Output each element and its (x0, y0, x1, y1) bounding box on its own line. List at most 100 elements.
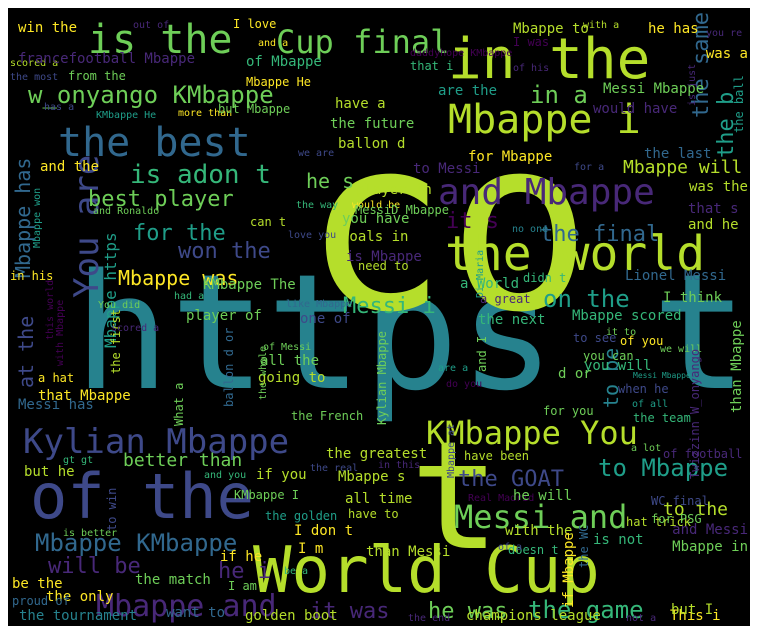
cloud-word: in the (448, 27, 650, 92)
cloud-word: Real Madrid (468, 493, 534, 504)
cloud-word: that i (410, 59, 453, 73)
cloud-word: the real (310, 463, 358, 474)
cloud-word: WC final (651, 494, 709, 508)
cloud-word: on the (543, 285, 630, 313)
cloud-word: hat trick (626, 515, 692, 529)
cloud-word: World Cup (253, 534, 600, 608)
cloud-word: but I (671, 602, 713, 618)
cloud-word: didn t (523, 271, 566, 285)
cloud-word: to win (105, 488, 119, 531)
cloud-word: Mbappe https (101, 232, 120, 348)
cloud-word: the world (445, 226, 705, 282)
cloud-word: of football (663, 447, 742, 461)
cloud-word: are the (438, 83, 497, 99)
cloud-word: going to (258, 370, 325, 386)
cloud-word: all the (260, 353, 319, 369)
cloud-word: and a (258, 38, 288, 49)
cloud-word: and Mbappe (438, 172, 655, 213)
cloud-word: Mbappe scored (572, 308, 682, 324)
cloud-word: is better (63, 528, 117, 539)
cloud-word: have to (348, 507, 399, 521)
cloud-word: be the (12, 576, 63, 592)
cloud-word: he has (648, 21, 699, 37)
cloud-word: out of (133, 20, 169, 31)
cloud-word: This i (670, 608, 721, 624)
cloud-word: is the (88, 17, 233, 63)
cloud-word: when he (618, 382, 669, 396)
cloud-word: have a (335, 96, 386, 112)
cloud-word: and he (688, 217, 739, 233)
cloud-word: a great (480, 292, 531, 306)
cloud-word: you will (584, 358, 651, 374)
cloud-word: of the (30, 460, 254, 533)
cloud-word: will be (48, 554, 141, 579)
cloud-word: I am (228, 579, 257, 593)
cloud-word: of his (513, 63, 549, 74)
cloud-word: Mbappe s (338, 469, 405, 485)
cloud-word: the tournament (19, 608, 137, 624)
cloud-word: the WC (577, 525, 591, 568)
cloud-word: and I (475, 336, 489, 372)
cloud-word: can t (250, 215, 286, 229)
cloud-word: with the (505, 523, 572, 539)
cloud-word: of you (620, 334, 663, 348)
cloud-word: player in (356, 182, 432, 198)
cloud-word: is adon t (130, 160, 271, 190)
cloud-word: to be (599, 348, 623, 408)
cloud-word: he s (306, 169, 354, 193)
cloud-word: win the (18, 20, 77, 36)
cloud-word: KMbappe He (96, 110, 156, 121)
cloud-word: Kylian Mbappe (23, 422, 289, 462)
cloud-word: if he (220, 549, 262, 565)
cloud-word: player of (186, 308, 262, 324)
cloud-word: Mbappe to (513, 21, 589, 37)
cloud-word: for Mbappe (468, 149, 552, 165)
cloud-word: best player (88, 187, 234, 212)
cloud-word: francefootball Mbappe (18, 51, 195, 67)
cloud-word: for you (543, 404, 594, 418)
cloud-word: you have (342, 211, 409, 227)
cloud-word: need to (358, 259, 409, 273)
cloud-word: at the (14, 316, 38, 388)
cloud-word: Mbappe won (32, 188, 43, 248)
cloud-word: would be (352, 200, 400, 211)
cloud-word: Messi i (343, 294, 436, 319)
cloud-word: was the (689, 179, 748, 195)
cloud-word: of Messi (263, 342, 311, 353)
cloud-word: have been (464, 449, 529, 463)
cloud-word: What a (172, 383, 186, 426)
cloud-word: you re (706, 28, 742, 39)
cloud-word: to see (573, 331, 616, 345)
cloud-word: scored a (10, 58, 58, 69)
cloud-word: from the (68, 69, 126, 83)
cloud-word: love you (288, 230, 336, 241)
cloud-word: You are (67, 155, 107, 298)
cloud-word: champions league (466, 608, 601, 624)
cloud-word: than Messi (366, 544, 450, 560)
cloud-word: You did (98, 300, 140, 311)
cloud-word: is just (687, 64, 698, 106)
cloud-word: the team (633, 411, 691, 425)
cloud-word: of Mbappe (246, 54, 322, 70)
cloud-word: if you (256, 467, 307, 483)
cloud-word: and you (204, 470, 246, 481)
cloud-word: would have (593, 101, 677, 117)
cloud-word: I think (663, 290, 723, 306)
cloud-word: d or (558, 366, 592, 382)
cloud-word: https t (74, 239, 748, 426)
cloud-word: Twizzinn W_onyango (688, 349, 702, 479)
cloud-word: is Mbappe (346, 249, 422, 265)
cloud-word: one of (300, 311, 351, 327)
cloud-word: but Mbappe (218, 102, 290, 116)
cloud-word: Messi Mbappe (603, 81, 704, 97)
cloud-word: Mbappe will (623, 157, 742, 178)
cloud-word: to the (663, 499, 728, 520)
cloud-word: the golden (265, 509, 337, 523)
cloud-word: the end (408, 613, 450, 624)
cloud-word: Cup final (276, 23, 449, 61)
cloud-word: for a (574, 162, 604, 173)
cloud-word: we will (660, 344, 702, 355)
cloud-word: the future (330, 116, 414, 132)
cloud-word: Messi Mbappe (633, 371, 691, 380)
cloud-word: had a (174, 291, 204, 302)
